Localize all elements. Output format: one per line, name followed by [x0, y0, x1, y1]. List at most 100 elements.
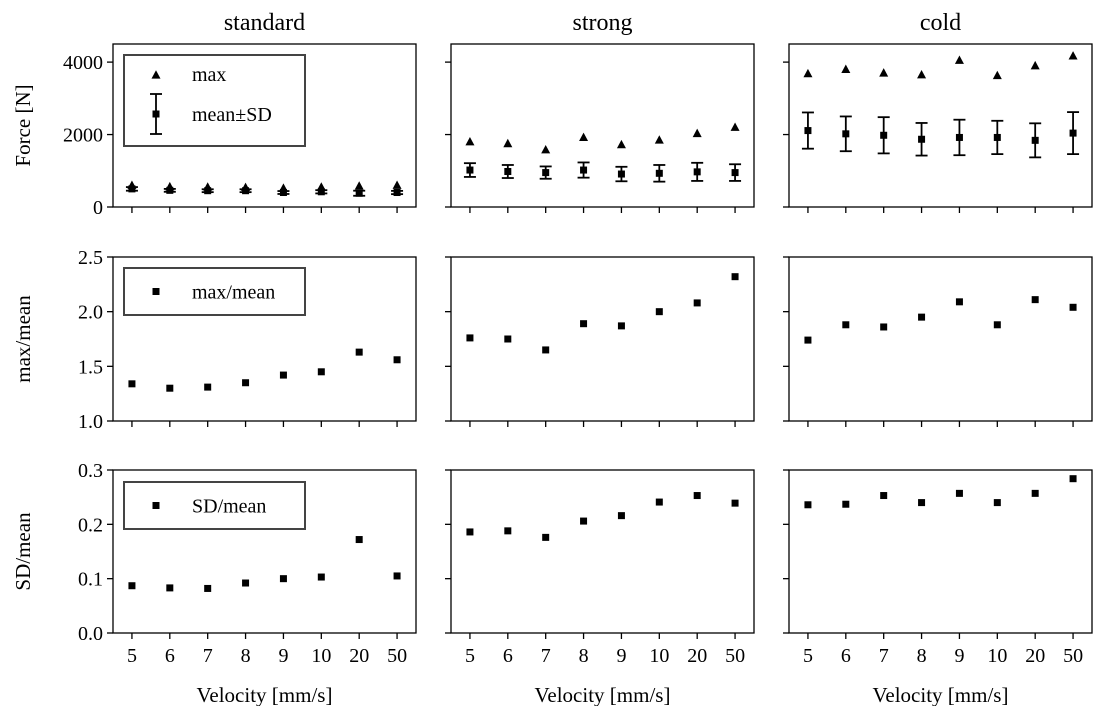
x-tick-label: 6 [841, 645, 851, 667]
column-title-cold: cold [920, 10, 961, 36]
mean-marker [466, 166, 474, 174]
legend-row3: SD/mean [123, 481, 306, 530]
x-tick-label: 7 [541, 645, 551, 667]
max-marker [841, 64, 851, 73]
x-tick-label: 8 [241, 645, 251, 667]
max-marker [654, 135, 664, 144]
y-tick-label: 0.1 [78, 569, 103, 591]
panel-standard-row2: 1.0 1.5 2.0 2.5 [78, 247, 417, 433]
sd_over_mean-marker [204, 584, 212, 592]
max_over_mean-marker [317, 368, 325, 376]
max_over_mean-marker [355, 348, 363, 356]
mean-marker [693, 168, 701, 176]
x-tick-label: 20 [687, 645, 707, 667]
column-title-standard: standard [224, 10, 305, 36]
mean-marker [993, 133, 1001, 141]
max_over_mean-marker [1069, 303, 1077, 311]
panel-cold-row3: 5 6 7 8 9 10 20 50 Velocity [mm/s] [783, 469, 1093, 706]
max_over_mean-marker [466, 334, 474, 342]
plot-frame [112, 469, 417, 634]
plot-frame [450, 469, 755, 634]
panel-strong-row2 [445, 256, 755, 427]
panel-strong-row1 [445, 43, 755, 213]
mean-marker [279, 189, 287, 197]
max_over_mean-marker [204, 383, 212, 391]
max_over_mean-marker [580, 320, 588, 328]
sd_over_mean-marker [880, 492, 888, 500]
sd_over_mean-marker [166, 584, 174, 592]
x-tick-label: 5 [465, 645, 475, 667]
mean-marker [242, 187, 250, 195]
max_over_mean-marker [128, 380, 136, 388]
y-tick-label: 1.0 [78, 411, 103, 433]
x-tick-label: 10 [649, 645, 669, 667]
x-tick-label: 6 [503, 645, 513, 667]
x-tick-label: 10 [987, 645, 1007, 667]
y-tick-label: 0.2 [78, 514, 103, 536]
y-tick-label: 2.0 [78, 302, 103, 324]
max_over_mean-marker [804, 336, 812, 344]
y-tick-label: 0 [93, 197, 103, 219]
y-tick-label: 2000 [63, 125, 103, 147]
mean-marker [955, 133, 963, 141]
y-axis-label-row2: max/mean [11, 295, 35, 383]
max_over_mean-marker [504, 335, 512, 343]
sd_over_mean-marker [542, 533, 550, 541]
mean-marker [166, 186, 174, 194]
y-tick-label: 4000 [63, 52, 103, 74]
panel-standard-row3: 0.0 0.1 0.2 0.3 5 6 7 8 9 10 20 50 Velocity [mm/s] [78, 460, 417, 706]
max_over_mean-marker [955, 298, 963, 306]
mean-marker [842, 130, 850, 138]
x-tick-label: 50 [1063, 645, 1083, 667]
legend-row2: max/mean [123, 267, 306, 316]
legend-mean-marker [152, 110, 160, 118]
max-marker [992, 70, 1002, 80]
mean-marker [317, 188, 325, 196]
max_over_mean-marker [693, 299, 701, 307]
y-axis-label-row1: Force [N] [11, 84, 35, 166]
sd_over_mean-marker [731, 499, 739, 507]
mean-marker [1031, 136, 1039, 144]
mean-marker [617, 170, 625, 178]
sd_over_mean-marker [393, 572, 401, 580]
max_over_mean-marker [731, 273, 739, 281]
max_over_mean-marker [617, 322, 625, 330]
sd_over_mean-marker [466, 528, 474, 536]
mean-marker [204, 187, 212, 195]
y-tick-label: 0.0 [78, 623, 103, 645]
mean-marker [731, 169, 739, 177]
sd_over_mean-marker [955, 489, 963, 497]
legend-marker [152, 288, 160, 295]
panel-cold-row1 [783, 43, 1093, 213]
max_over_mean-marker [1031, 296, 1039, 304]
sd_over_mean-marker [918, 499, 926, 507]
x-tick-label: 5 [127, 645, 137, 667]
mean-marker [580, 166, 588, 174]
max-marker [465, 137, 475, 146]
x-tick-label: 50 [387, 645, 407, 667]
sd_over_mean-marker [504, 527, 512, 535]
sd_over_mean-marker [842, 500, 850, 508]
sd_over_mean-marker [355, 536, 363, 544]
y-tick-label: 0.3 [78, 460, 103, 482]
max-marker [1030, 60, 1040, 70]
mean-marker [504, 168, 512, 176]
x-axis-label: Velocity [mm/s] [873, 683, 1009, 706]
max_over_mean-marker [993, 321, 1001, 329]
max-marker [692, 128, 702, 138]
y-tick-label: 2.5 [78, 247, 103, 269]
x-tick-label: 5 [803, 645, 813, 667]
sd_over_mean-marker [804, 501, 812, 509]
sd_over_mean-marker [317, 573, 325, 581]
max-marker [616, 139, 626, 149]
y-axis-label-row3: SD/mean [11, 512, 35, 591]
sd_over_mean-marker [993, 499, 1001, 507]
x-tick-label: 20 [349, 645, 369, 667]
max_over_mean-marker [279, 371, 287, 379]
sd_over_mean-marker [1031, 489, 1039, 497]
x-tick-label: 50 [725, 645, 745, 667]
x-tick-label: 9 [278, 645, 288, 667]
x-tick-label: 6 [165, 645, 175, 667]
mean-marker [128, 185, 136, 193]
plot-frame [450, 256, 755, 422]
